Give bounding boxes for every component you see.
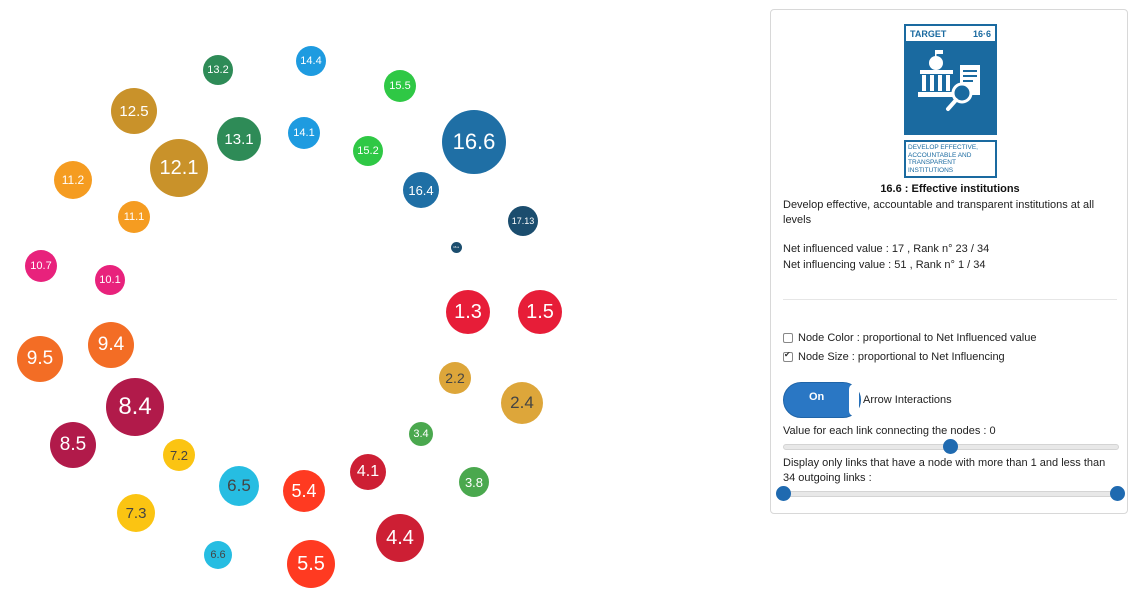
outgoing-links-label: Display only links that have a node with… xyxy=(783,457,1106,484)
node-5-4[interactable]: 5.4 xyxy=(283,470,325,512)
target-icon-caption: Develop effective, accountable and trans… xyxy=(904,140,997,178)
node-16-4[interactable]: 16.4 xyxy=(403,172,439,208)
node-color-option[interactable]: Node Color : proportional to Net Influen… xyxy=(783,332,1036,344)
node-16-6[interactable]: 16.6 xyxy=(442,110,506,174)
node-4-1[interactable]: 4.1 xyxy=(350,454,386,490)
node-7-3[interactable]: 7.3 xyxy=(117,494,155,532)
node-2-4[interactable]: 2.4 xyxy=(501,382,543,424)
node-6-6[interactable]: 6.6 xyxy=(204,541,232,569)
node-14-1[interactable]: 14.1 xyxy=(288,117,320,149)
outgoing-links-slider-track[interactable] xyxy=(783,491,1119,497)
node-13-1[interactable]: 13.1 xyxy=(217,117,261,161)
node-7-2[interactable]: 7.2 xyxy=(163,439,195,471)
target-icon-head-left: TARGET xyxy=(910,28,947,39)
target-title: 16.6 : Effective institutions xyxy=(880,183,1020,195)
node-8-4[interactable]: 8.4 xyxy=(106,378,164,436)
node-size-option[interactable]: Node Size : proportional to Net Influenc… xyxy=(783,350,1005,363)
target-16-6-icon: TARGET 16·6 xyxy=(904,24,997,178)
net-influenced-stat: Net influenced value : 17 , Rank n° 23 /… xyxy=(783,243,990,255)
node-13-2[interactable]: 13.2 xyxy=(203,55,233,85)
node-11-1[interactable]: 11.1 xyxy=(118,201,150,233)
node-3-8[interactable]: 3.8 xyxy=(459,467,489,497)
arrow-interactions-label: Arrow Interactions xyxy=(863,394,952,406)
net-influencing-stat: Net influencing value : 51 , Rank n° 1 /… xyxy=(783,259,986,271)
node-9-5[interactable]: 9.5 xyxy=(17,336,63,382)
toggle-state-label: On xyxy=(809,391,825,403)
node-color-checkbox[interactable] xyxy=(783,333,793,343)
node-1-3[interactable]: 1.3 xyxy=(446,290,490,334)
node-17-13[interactable]: 17.13 xyxy=(508,206,538,236)
node-8-5[interactable]: 8.5 xyxy=(50,422,96,468)
node-10-7[interactable]: 10.7 xyxy=(25,250,57,282)
target-description: Develop effective, accountable and trans… xyxy=(783,199,1095,226)
node-1-5[interactable]: 1.5 xyxy=(518,290,562,334)
institution-magnifier-icon xyxy=(904,43,997,135)
node-12-5[interactable]: 12.5 xyxy=(111,88,157,134)
node-15-5[interactable]: 15.5 xyxy=(384,70,416,102)
node-size-label: Node Size : proportional to Net Influenc… xyxy=(798,351,1005,363)
target-icon-head-right: 16·6 xyxy=(972,28,991,39)
node-14-4[interactable]: 14.4 xyxy=(296,46,326,76)
node-3-4[interactable]: 3.4 xyxy=(409,422,433,446)
link-value-label: Value for each link connecting the nodes… xyxy=(783,425,996,437)
node-size-checkbox[interactable] xyxy=(783,350,793,362)
divider xyxy=(783,299,1117,300)
node-16-a[interactable]: 16.a xyxy=(450,241,462,253)
node-10-1[interactable]: 10.1 xyxy=(95,265,125,295)
arrow-interactions-toggle[interactable]: On xyxy=(783,382,861,418)
node-11-2[interactable]: 11.2 xyxy=(54,161,92,199)
sdg-network-graph: 13.2 14.4 15.5 12.5 13.1 14.1 15.2 16.6 12.1 11.2… xyxy=(17,46,562,588)
info-panel: TARGET 16·6 xyxy=(770,9,1128,514)
node-15-2[interactable]: 15.2 xyxy=(353,136,383,166)
node-color-label: Node Color : proportional to Net Influen… xyxy=(798,332,1037,344)
toggle-knob xyxy=(849,384,859,416)
outgoing-links-max-handle[interactable] xyxy=(1110,486,1125,501)
node-9-4[interactable]: 9.4 xyxy=(88,322,134,368)
outgoing-links-min-handle[interactable] xyxy=(776,486,791,501)
node-6-5[interactable]: 6.5 xyxy=(219,466,259,506)
target-icon-header: TARGET 16·6 xyxy=(904,24,997,43)
node-12-1[interactable]: 12.1 xyxy=(150,139,208,197)
link-value-slider-handle[interactable] xyxy=(942,439,958,454)
node-5-5[interactable]: 5.5 xyxy=(287,540,335,588)
node-2-2[interactable]: 2.2 xyxy=(439,362,471,394)
node-4-4[interactable]: 4.4 xyxy=(376,514,424,562)
